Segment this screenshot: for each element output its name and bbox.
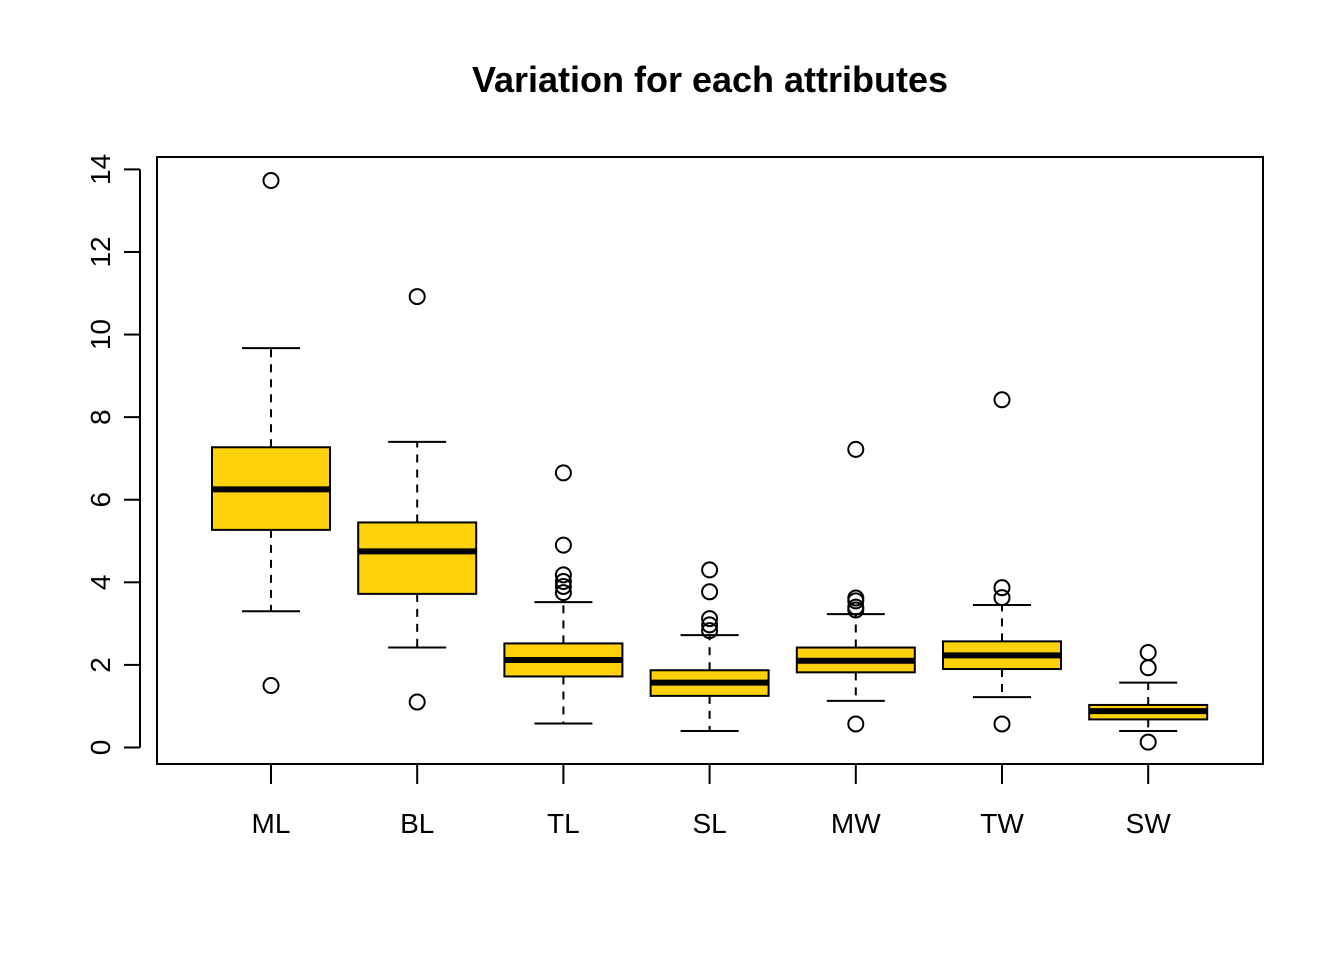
outlier-point xyxy=(847,440,865,458)
box-bl xyxy=(357,288,478,711)
y-axis: 0 2 4 6 8 10 12 14 xyxy=(85,154,141,756)
outlier-point xyxy=(993,715,1011,733)
chart-title: Variation for each attributes xyxy=(472,59,948,100)
outlier-point xyxy=(554,566,572,584)
outlier-point xyxy=(847,601,865,619)
y-tick-label: 6 xyxy=(85,492,116,508)
outlier-point xyxy=(1139,733,1157,751)
y-tick-label: 2 xyxy=(85,657,116,673)
x-tick-label: MW xyxy=(831,808,881,839)
y-tick-label: 14 xyxy=(85,154,116,185)
outlier-point xyxy=(554,464,572,482)
outlier-point xyxy=(554,536,572,554)
outlier-point xyxy=(993,391,1011,409)
outlier-point xyxy=(701,561,719,579)
outlier-point xyxy=(554,577,572,595)
box-ml xyxy=(211,172,331,695)
x-axis: ML BL TL SL MW TW SW xyxy=(252,764,1172,839)
x-tick-label: TW xyxy=(980,808,1024,839)
outlier-point xyxy=(847,592,865,610)
outlier-point xyxy=(993,579,1011,597)
plot-area: 0 2 4 6 8 10 12 14 ML BL TL SL MW TW SW xyxy=(85,154,1264,839)
outlier-point xyxy=(701,622,719,640)
y-tick-label: 8 xyxy=(85,409,116,425)
outlier-point xyxy=(262,677,280,695)
y-tick-label: 12 xyxy=(85,236,116,267)
y-tick-label: 10 xyxy=(85,319,116,350)
box-mw xyxy=(795,440,916,733)
y-tick-label: 0 xyxy=(85,740,116,756)
outlier-point xyxy=(1139,659,1157,677)
box-sl xyxy=(649,561,770,732)
x-tick-label: SW xyxy=(1126,808,1172,839)
x-tick-label: SL xyxy=(692,808,726,839)
outlier-point xyxy=(701,583,719,601)
box-sw xyxy=(1088,644,1209,751)
outlier-point xyxy=(554,572,572,590)
outlier-point xyxy=(262,172,280,190)
outlier-point xyxy=(1139,644,1157,662)
box-tl xyxy=(503,464,624,725)
outlier-point xyxy=(701,610,719,628)
outlier-point xyxy=(701,616,719,634)
x-tick-label: ML xyxy=(252,808,291,839)
x-tick-label: TL xyxy=(547,808,580,839)
x-tick-label: BL xyxy=(400,808,434,839)
outlier-point xyxy=(554,584,572,602)
outlier-point xyxy=(408,288,426,306)
outlier-point xyxy=(993,589,1011,607)
iqr-box xyxy=(357,521,478,595)
outlier-point xyxy=(408,693,426,711)
y-tick-label: 4 xyxy=(85,575,116,591)
box-tw xyxy=(942,391,1062,733)
outlier-point xyxy=(847,715,865,733)
